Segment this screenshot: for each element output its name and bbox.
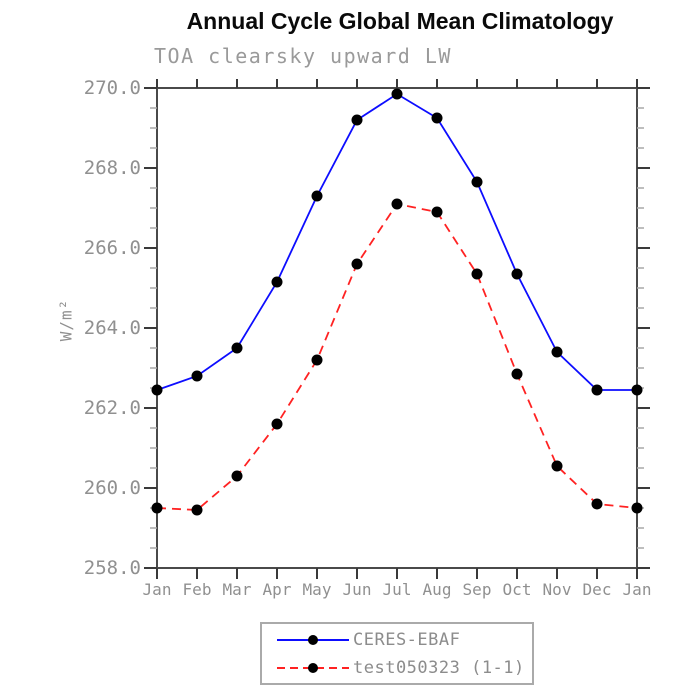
data-point [151,502,163,514]
x-tick-label: Jun [343,580,372,599]
x-tick-label: Mar [223,580,252,599]
data-point [351,114,363,126]
y-tick-label: 266.0 [84,237,141,259]
x-tick-label: May [303,580,332,599]
data-point [551,346,563,358]
x-tick-label: Nov [543,580,572,599]
data-point [231,342,243,354]
x-tick-label: Dec [583,580,612,599]
x-tick-label: Aug [423,580,452,599]
legend-entry-0: CERES-EBAF [275,626,532,654]
data-point [391,88,403,100]
y-tick-label: 260.0 [84,477,141,499]
x-tick-label: Jan [623,580,652,599]
x-tick-label: Sep [463,580,492,599]
legend-label: CERES-EBAF [353,629,461,650]
y-tick-label: 270.0 [84,77,141,99]
legend-entry-1: test050323 (1-1) [275,654,532,682]
data-point [271,418,283,430]
x-tick-label: Jan [143,580,172,599]
y-tick-label: 258.0 [84,557,141,579]
data-point [511,368,523,380]
legend-line-sample [277,634,349,645]
chart-title: Annual Cycle Global Mean Climatology [186,8,614,34]
data-point [271,276,283,288]
data-point [471,176,483,188]
x-tick-label: Apr [263,580,292,599]
data-point [591,384,603,396]
data-point [551,460,563,472]
x-tick-label: Feb [183,580,212,599]
data-point [511,268,523,280]
data-point [431,206,443,218]
data-point [351,258,363,270]
y-tick-label: 264.0 [84,317,141,339]
legend-label: test050323 (1-1) [353,657,525,678]
data-point [631,502,643,514]
data-point [391,198,403,210]
y-tick-label: 262.0 [84,397,141,419]
data-point [191,370,203,382]
x-tick-label: Oct [503,580,532,599]
legend-box: CERES-EBAF test050323 (1-1) [260,622,534,685]
x-tick-label: Jul [383,580,412,599]
data-point [231,470,243,482]
series-line-1 [156,202,638,511]
data-point [311,190,323,202]
data-point [591,498,603,510]
data-point [631,384,643,396]
legend-line-sample [277,662,349,673]
plot-frame [156,87,638,569]
data-point [431,112,443,124]
data-point [151,384,163,396]
chart-subtitle: TOA clearsky upward LW [154,44,452,68]
data-point [471,268,483,280]
data-point [311,354,323,366]
series-line-0 [156,92,637,391]
data-point [191,504,203,516]
y-tick-label: 268.0 [84,157,141,179]
